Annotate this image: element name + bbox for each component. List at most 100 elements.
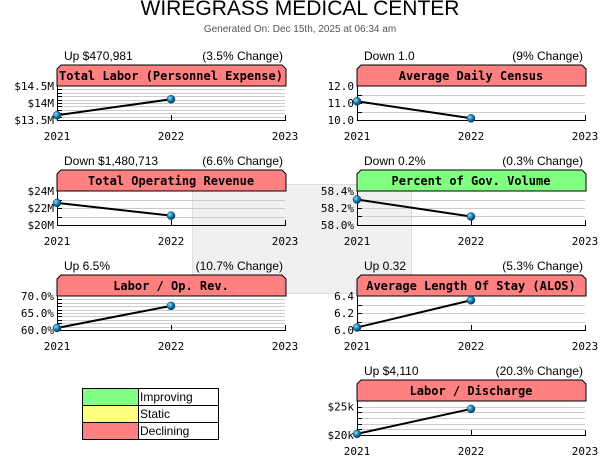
y-tick-label: 70.0% (21, 290, 54, 303)
data-point-2021 (52, 110, 62, 120)
y-tick-label: $20k (328, 429, 355, 442)
x-tick-label: 2022 (158, 340, 185, 353)
chart-total-operating-revenue: Down $1,480,713 (6.6% Change) Total Operat… (28, 154, 299, 248)
series-line (356, 100, 472, 120)
legend-swatch-improving (82, 388, 139, 406)
y-tick-label: 10.0 (328, 114, 355, 127)
data-point-2022 (466, 404, 476, 414)
x-tick-label: 2021 (344, 340, 371, 353)
y-tick-label: $14M (28, 97, 55, 110)
legend-label: Declining (138, 422, 219, 440)
chart-header-box (56, 64, 287, 87)
change-percent: (0.3% Change) (502, 154, 583, 168)
chart-header-box (56, 274, 287, 297)
y-tick-label: 58.4% (321, 185, 354, 198)
page-title: WIREGRASS MEDICAL CENTER (140, 0, 460, 20)
change-percent: (6.6% Change) (202, 154, 283, 168)
data-point-2021 (352, 195, 362, 204)
y-tick-label: 11.0 (328, 97, 355, 110)
data-point-2021 (352, 323, 362, 332)
legend-item-static: Static (82, 405, 219, 423)
chart-header-box (56, 169, 287, 192)
chart-title: Labor / Discharge (410, 384, 533, 398)
y-tick-label: 12.0 (328, 80, 355, 93)
x-tick-label: 2023 (572, 445, 599, 458)
data-point-2021 (52, 198, 62, 208)
x-tick-label: 2023 (272, 340, 299, 353)
y-tick-label: $25k (328, 401, 355, 414)
chart-title: Labor / Op. Rev. (113, 279, 229, 293)
y-tick-label: 6.2 (334, 307, 354, 320)
chart-header-box (356, 379, 587, 402)
y-tick-label: 60.0% (21, 324, 54, 337)
data-point-2022 (466, 114, 476, 123)
change-percent: (3.5% Change) (202, 49, 283, 63)
chart-percent-gov-volume: Down 0.2% (0.3% Change) Percent of Gov. Vo… (321, 154, 599, 248)
legend-label: Static (138, 405, 219, 423)
legend-item-improving: Improving (82, 388, 219, 406)
chart-total-labor: Up $470,981 (3.5% Change) Total Labor (Per… (14, 49, 299, 143)
y-tick-label: 58.0% (321, 219, 354, 232)
legend-swatch-declining (82, 422, 139, 440)
change-amount: Up 6.5% (64, 259, 110, 273)
change-amount: Down $1,480,713 (64, 154, 158, 168)
change-amount: Up $4,110 (364, 364, 419, 378)
data-point-2021 (352, 97, 362, 106)
change-amount: Down 1.0 (364, 49, 415, 63)
chart-average-daily-census: Down 1.0 (9% Change) Average Daily Census 2… (328, 49, 599, 143)
series-line (56, 304, 172, 329)
x-tick-label: 2021 (344, 130, 371, 143)
x-tick-label: 2023 (572, 130, 599, 143)
series-line (356, 407, 472, 435)
chart-title: Average Length Of Stay (ALOS) (366, 279, 576, 293)
series-line (56, 201, 172, 217)
x-tick-label: 2022 (458, 235, 485, 248)
y-tick-label: $24M (28, 185, 55, 198)
x-tick-label: 2022 (458, 130, 485, 143)
change-amount: Up 0.32 (364, 259, 406, 273)
legend: Improving Static Declining (82, 388, 219, 440)
generated-timestamp: Generated On: Dec 15th, 2025 at 06:34 am (203, 24, 397, 35)
change-amount: Down 0.2% (364, 154, 426, 168)
chart-alos: Up 0.32 (5.3% Change) Average Length Of St… (334, 259, 598, 353)
x-tick-label: 2021 (344, 235, 371, 248)
data-point-2021 (52, 323, 62, 333)
change-percent: (20.3% Change) (496, 364, 583, 378)
chart-title: Total Labor (Personnel Expense) (59, 69, 283, 83)
chart-labor-op-rev: Up 6.5% (10.7% Change) Labor / Op. Rev. 202… (21, 259, 299, 353)
change-amount: Up $470,981 (64, 49, 133, 63)
change-percent: (9% Change) (512, 49, 583, 63)
y-tick-label: 6.0 (334, 324, 354, 337)
data-point-2022 (166, 211, 176, 220)
legend-swatch-static (82, 405, 139, 423)
y-tick-label: $14.5M (14, 80, 54, 93)
x-tick-label: 2022 (158, 235, 185, 248)
x-tick-label: 2022 (158, 130, 185, 143)
chart-title: Total Operating Revenue (88, 174, 254, 188)
y-tick-label: 65.0% (21, 307, 54, 320)
x-tick-label: 2023 (272, 130, 299, 143)
x-tick-label: 2021 (344, 445, 371, 458)
chart-header-box (356, 274, 587, 297)
legend-item-declining: Declining (82, 422, 219, 440)
data-point-2021 (352, 429, 362, 439)
x-tick-label: 2021 (44, 235, 71, 248)
y-tick-label: 6.4 (334, 290, 354, 303)
chart-title: Percent of Gov. Volume (392, 174, 551, 188)
y-tick-label: $22M (28, 202, 55, 215)
x-tick-label: 2021 (44, 340, 71, 353)
data-point-2022 (166, 95, 176, 104)
legend-label: Improving (138, 388, 219, 406)
x-tick-label: 2023 (572, 235, 599, 248)
chart-title: Average Daily Census (399, 69, 544, 83)
series-line (356, 299, 472, 329)
data-point-2022 (466, 212, 476, 221)
y-tick-label: 58.2% (321, 202, 354, 215)
y-tick-label: $13.5M (14, 114, 54, 127)
series-line (356, 198, 472, 218)
x-tick-label: 2022 (458, 445, 485, 458)
chart-labor-discharge: Up $4,110 (20.3% Change) Labor / Discharge… (328, 364, 599, 458)
x-tick-label: 2023 (272, 235, 299, 248)
x-tick-label: 2021 (44, 130, 71, 143)
chart-header-box (356, 169, 587, 192)
